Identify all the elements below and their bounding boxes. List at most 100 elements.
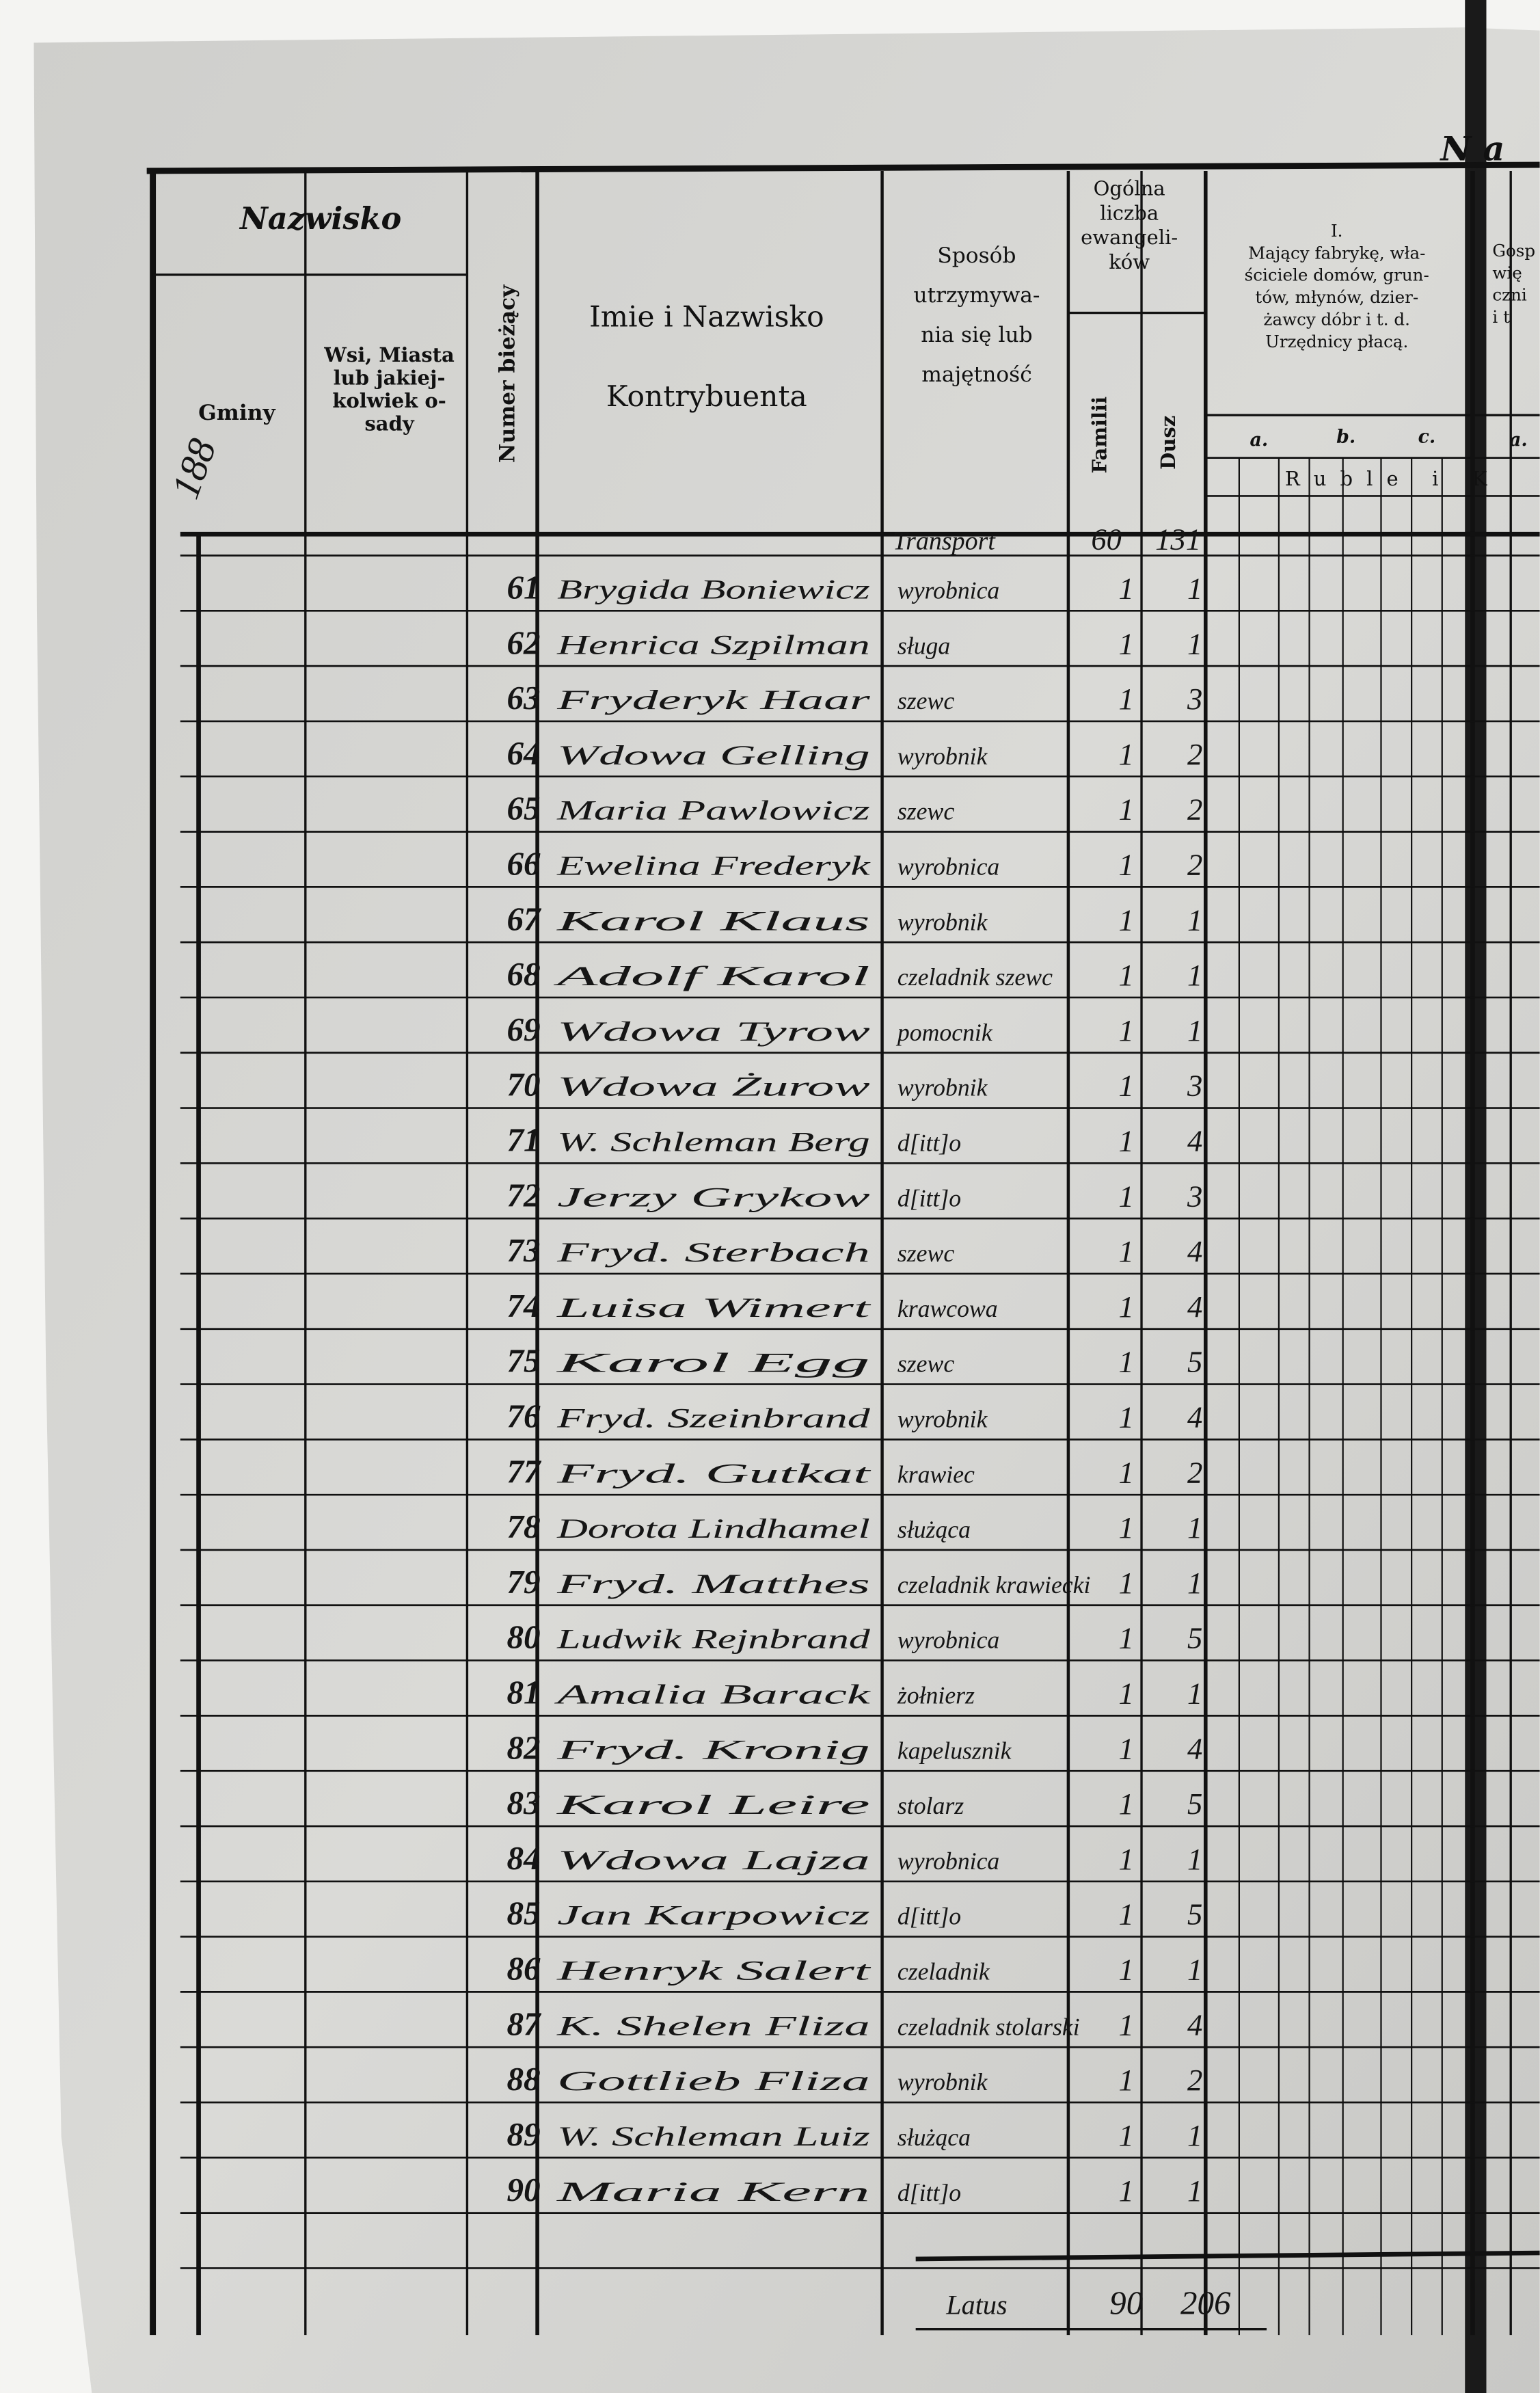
- header-sposob: Sposób: [937, 243, 1016, 268]
- row-number: 82: [506, 1728, 540, 1766]
- occupation: czeladnik krawiecki: [897, 1571, 1091, 1599]
- header-sub-a: a.: [1250, 429, 1269, 451]
- binding-edge: [1465, 0, 1487, 2393]
- header-sub-b: b.: [1336, 426, 1355, 447]
- families-count: 1: [1119, 737, 1134, 771]
- families-count: 1: [1119, 958, 1134, 992]
- families-count: 1: [1119, 1731, 1134, 1765]
- contributor-name: Luisa Wimert: [556, 1292, 872, 1323]
- header-ogolna: ków: [1109, 250, 1150, 273]
- contributor-name: Fryderyk Haar: [556, 684, 870, 715]
- header-class-one: żawcy dóbr i t. d.: [1264, 309, 1410, 329]
- souls-count: 1: [1187, 2174, 1202, 2208]
- occupation: wyrobnica: [897, 1847, 999, 1875]
- header-next-class: Gosp: [1492, 241, 1535, 260]
- rule-line: [146, 161, 1540, 174]
- souls-count: 3: [1187, 1069, 1202, 1103]
- row-number: 66: [506, 844, 541, 882]
- souls-count: 2: [1187, 737, 1202, 771]
- row-number: 87: [506, 2005, 542, 2042]
- families-count: 1: [1119, 1455, 1134, 1489]
- souls-count: 1: [1187, 1953, 1202, 1987]
- rule-line: [915, 2250, 1540, 2262]
- row-number: 88: [506, 2060, 540, 2098]
- souls-count: 4: [1187, 1234, 1202, 1268]
- souls-count: 4: [1187, 1123, 1202, 1158]
- contributor-name: Fryd. Kronig: [556, 1734, 870, 1765]
- contributor-name: Wdowa Gelling: [557, 740, 870, 771]
- souls-count: 1: [1187, 1842, 1202, 1876]
- souls-count: 1: [1187, 1676, 1202, 1711]
- souls-count: 2: [1187, 847, 1202, 881]
- occupation: czeladnik stolarski: [897, 2013, 1080, 2040]
- contributor-name: Karol Leire: [556, 1789, 870, 1820]
- header-class-one: I.: [1331, 221, 1343, 241]
- header-next-class: wię: [1492, 263, 1522, 282]
- occupation: szewc: [897, 1350, 954, 1378]
- families-count: 1: [1119, 1566, 1134, 1600]
- souls-count: 2: [1187, 2063, 1202, 2097]
- header-class-one: Mający fabrykę, wła-: [1248, 243, 1425, 263]
- transport-familii: 60: [1091, 522, 1122, 557]
- contributor-name: Adolf Karol: [552, 961, 870, 991]
- families-count: 1: [1119, 1787, 1134, 1821]
- families-count: 1: [1119, 682, 1134, 716]
- contributor-name: K. Shelen Fliza: [556, 2010, 869, 2041]
- families-count: 1: [1119, 792, 1134, 827]
- row-number: 76: [506, 1398, 541, 1435]
- occupation: służąca: [897, 1516, 971, 1543]
- souls-count: 1: [1187, 1566, 1202, 1600]
- families-count: 1: [1119, 1676, 1134, 1711]
- header-sposob: nia się lub: [921, 323, 1032, 347]
- families-count: 1: [1119, 1234, 1134, 1268]
- header-sposob: utrzymywa-: [913, 283, 1040, 308]
- occupation: służąca: [897, 2124, 971, 2151]
- contributor-name: Fryd. Gutkat: [556, 1458, 872, 1488]
- row-number: 90: [506, 2171, 540, 2208]
- souls-count: 5: [1187, 1621, 1202, 1655]
- row-number: 72: [506, 1176, 540, 1214]
- contributor-name: Henryk Salert: [556, 1955, 871, 1986]
- contributor-name: Wdowa Lajza: [557, 1845, 870, 1875]
- contributor-name: Maria Kern: [556, 2176, 870, 2207]
- row-number: 84: [506, 1839, 540, 1877]
- contributor-name: Jerzy Grykow: [557, 1181, 870, 1212]
- families-count: 1: [1119, 1013, 1134, 1047]
- occupation: czeladnik szewc: [897, 963, 1053, 991]
- header-wsi: Wsi, Miasta: [323, 343, 455, 366]
- souls-count: 3: [1187, 1179, 1202, 1213]
- header-currency: Ruble i K: [1285, 467, 1501, 490]
- families-count: 1: [1119, 626, 1134, 660]
- families-count: 1: [1119, 1897, 1134, 1931]
- table-rules: [146, 161, 1540, 2336]
- header-dusz: Dusz: [1157, 416, 1180, 470]
- row-number: 79: [506, 1563, 540, 1601]
- occupation: szewc: [897, 687, 954, 714]
- row-number: 69: [506, 1011, 540, 1048]
- row-number: 70: [506, 1066, 540, 1104]
- occupation: d[itt]o: [897, 2179, 961, 2206]
- header-ogolna: liczba: [1100, 201, 1159, 224]
- row-number: 89: [506, 2115, 540, 2153]
- contributor-name: Fryd. Sterbach: [556, 1237, 869, 1268]
- occupation: wyrobnica: [897, 576, 999, 604]
- header-ogolna: ewangeli-: [1081, 226, 1178, 249]
- row-number: 78: [506, 1508, 540, 1545]
- occupation: kapelusznik: [897, 1737, 1012, 1764]
- occupation: d[itt]o: [897, 1129, 961, 1156]
- occupation: wyrobnik: [897, 1406, 988, 1433]
- row-number: 86: [506, 1950, 541, 1988]
- header-sub-a2: a.: [1509, 429, 1528, 451]
- total-dusz: 206: [1180, 2284, 1231, 2321]
- families-count: 1: [1119, 1400, 1134, 1434]
- families-count: 1: [1119, 2007, 1134, 2042]
- souls-count: 1: [1187, 571, 1202, 605]
- contributor-name: Gottlieb Fliza: [557, 2066, 870, 2096]
- header-class-one: ściciele domów, grun-: [1245, 265, 1429, 285]
- souls-count: 4: [1187, 1400, 1202, 1434]
- families-count: 1: [1119, 1842, 1134, 1876]
- header-imie: Kontrybuenta: [606, 380, 807, 414]
- families-count: 1: [1119, 1510, 1134, 1545]
